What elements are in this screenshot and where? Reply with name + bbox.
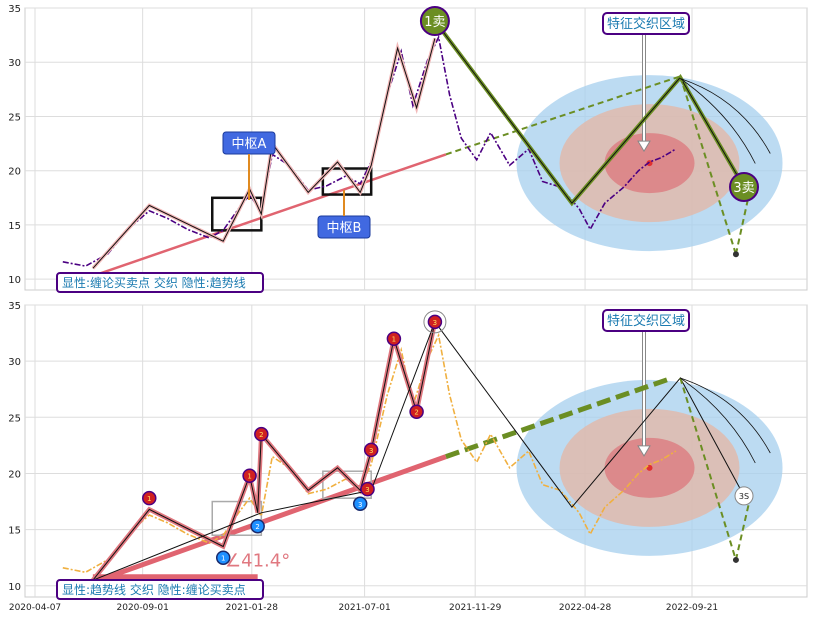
x-tick-label: 2022-09-21 bbox=[666, 603, 718, 613]
sell-point-label: 2 bbox=[414, 409, 418, 417]
panel-label-box bbox=[56, 272, 264, 293]
x-tick-label: 2021-01-28 bbox=[226, 603, 279, 613]
arc-fan bbox=[680, 377, 771, 454]
panel-label-box bbox=[56, 579, 264, 600]
sell-point-marker bbox=[360, 481, 375, 497]
sell-point-marker bbox=[242, 468, 257, 483]
y-tick-label: 15 bbox=[8, 221, 21, 232]
hub-box bbox=[321, 167, 373, 196]
projection-line bbox=[734, 186, 752, 255]
arc-fan bbox=[680, 377, 756, 464]
sell-signal-label: 3卖 bbox=[733, 181, 754, 196]
y-tick-label: 30 bbox=[8, 58, 21, 69]
panel-label: 显性:趋势线 交织 隐性:缠论买卖点 bbox=[62, 582, 246, 597]
zone-center-dot bbox=[646, 160, 653, 167]
y-tick-label: 35 bbox=[8, 4, 21, 15]
signal-3s-marker bbox=[734, 486, 754, 506]
trend-projection bbox=[445, 75, 681, 156]
zone-label: 特征交织区域 bbox=[607, 313, 685, 329]
sell-point-label: 3 bbox=[365, 486, 369, 494]
sell-point-marker bbox=[363, 442, 379, 458]
y-tick-label: 10 bbox=[8, 275, 21, 286]
x-tick-label: 2022-04-28 bbox=[559, 603, 612, 613]
projection-end-dot bbox=[732, 251, 739, 258]
projection-line bbox=[679, 76, 737, 255]
y-tick-label: 20 bbox=[8, 469, 21, 480]
trend-line bbox=[92, 153, 447, 278]
buy-point-label: 2 bbox=[255, 523, 259, 531]
sell-point-marker bbox=[254, 426, 269, 442]
buy-point-marker bbox=[250, 518, 265, 534]
y-tick-label: 25 bbox=[8, 112, 21, 123]
hub-box bbox=[211, 500, 263, 536]
y-tick-label: 30 bbox=[8, 357, 21, 368]
hub-label: 中枢B bbox=[327, 221, 362, 236]
zone-arrow-head bbox=[637, 445, 651, 457]
y-tick-label: 10 bbox=[8, 582, 21, 593]
sell-point-label: 3 bbox=[433, 319, 437, 327]
buy-point-marker bbox=[352, 496, 368, 512]
sell-signal-label: 1卖 bbox=[424, 15, 445, 30]
x-tick-label: 2020-09-01 bbox=[117, 603, 169, 613]
sell-line bbox=[434, 20, 745, 204]
sell-point-marker bbox=[409, 404, 424, 419]
trend-line bbox=[92, 454, 447, 585]
y-tick-label: 35 bbox=[8, 301, 21, 312]
sell-point-marker bbox=[142, 490, 157, 506]
panel-bottom: 10 15 20 25 30 35 2020-04-07 2020-09-01 2021-01-… bbox=[8, 301, 808, 613]
top-marker-ring bbox=[423, 310, 447, 334]
signal-3s-label: 3S bbox=[739, 492, 749, 501]
projection-line bbox=[734, 495, 752, 561]
buy-point-label: 3 bbox=[358, 501, 362, 509]
hub-label: 中枢A bbox=[232, 137, 267, 152]
sell-point-label: 2 bbox=[259, 431, 263, 439]
arc-fan bbox=[680, 78, 771, 154]
arc-fan bbox=[680, 78, 756, 164]
x-tick-label: 2021-07-01 bbox=[338, 603, 390, 613]
sell-point-label: 1 bbox=[247, 473, 251, 481]
sell-signal-marker bbox=[419, 6, 450, 37]
sell-point-label: 1 bbox=[147, 495, 151, 503]
sell-point-label: 1 bbox=[392, 336, 396, 344]
angle-label: ∠41.4° bbox=[225, 551, 290, 572]
buy-point-marker bbox=[215, 550, 231, 565]
panel-label: 显性:缠论买卖点 交织 隐性:趋势线 bbox=[62, 275, 246, 290]
projection-line bbox=[679, 377, 737, 561]
buy-point-label: 1 bbox=[221, 555, 225, 563]
zone-label-box bbox=[602, 12, 690, 35]
y-tick-label: 15 bbox=[8, 526, 21, 537]
x-tick-label: 2021-11-29 bbox=[449, 603, 502, 613]
y-tick-label: 25 bbox=[8, 413, 21, 424]
zone-label-box bbox=[602, 309, 690, 332]
price-series bbox=[62, 332, 677, 574]
sell-point-marker bbox=[386, 331, 402, 346]
projection-end-dot bbox=[732, 556, 739, 563]
sell-signal-marker bbox=[729, 171, 760, 202]
sell-point-marker bbox=[427, 314, 443, 330]
x-tick-label: 2020-04-07 bbox=[9, 603, 61, 613]
zone-label: 特征交织区域 bbox=[607, 16, 685, 32]
panel-top: 10 15 20 25 30 35 特征交织区域 1卖 3卖 中枢A 中枢B 显性:缠论买卖点 交织 … bbox=[8, 4, 808, 293]
y-tick-label: 20 bbox=[8, 167, 21, 178]
zone-arrow-head bbox=[637, 140, 651, 153]
sell-point-label: 3 bbox=[369, 447, 373, 455]
bi-line bbox=[92, 38, 436, 269]
